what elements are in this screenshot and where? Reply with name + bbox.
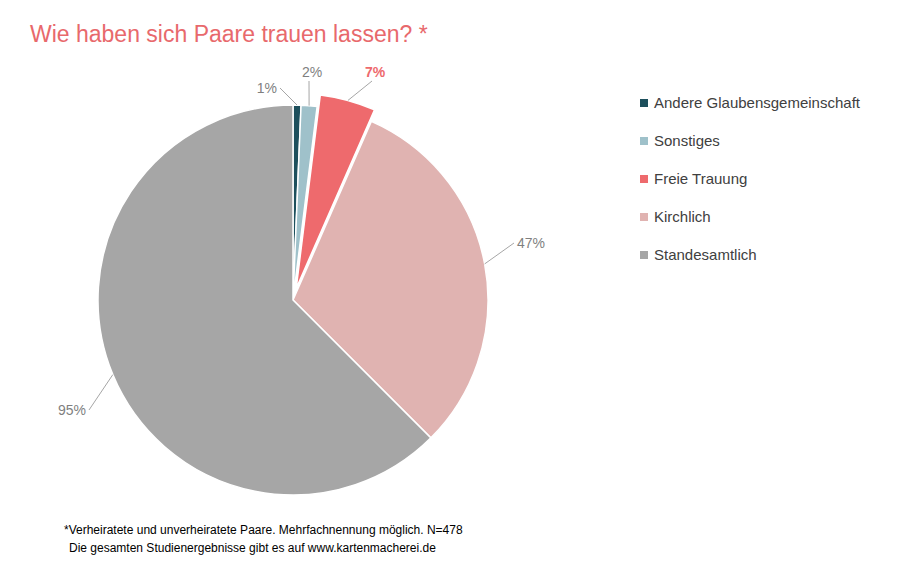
data-label: 95% bbox=[58, 402, 86, 418]
legend-item: Freie Trauung bbox=[640, 170, 747, 187]
footnote: Die gesamten Studienergebnisse gibt es a… bbox=[69, 541, 436, 555]
data-label: 1% bbox=[257, 80, 277, 96]
legend-swatch bbox=[640, 251, 648, 259]
chart: Wie haben sich Paare trauen lassen? * 1% 2… bbox=[0, 0, 911, 583]
legend-item: Sonstiges bbox=[640, 132, 720, 149]
legend-swatch bbox=[640, 213, 648, 221]
legend-swatch bbox=[640, 137, 648, 145]
legend-label: Sonstiges bbox=[654, 132, 720, 149]
pie: 1% 2% 7% 47% 95% bbox=[58, 64, 545, 495]
legend-swatch bbox=[640, 175, 648, 183]
leader-line bbox=[485, 243, 514, 264]
leader-line bbox=[280, 88, 297, 105]
legend: Andere Glaubensgemeinschaft Sonstiges Frei… bbox=[640, 94, 861, 263]
legend-label: Andere Glaubensgemeinschaft bbox=[654, 94, 861, 111]
legend-swatch bbox=[640, 99, 648, 107]
data-label: 7% bbox=[365, 64, 386, 80]
data-label: 2% bbox=[302, 64, 322, 80]
legend-item: Standesamtlich bbox=[640, 246, 757, 263]
pie-slice bbox=[98, 105, 431, 495]
leader-line bbox=[89, 375, 113, 410]
legend-item: Kirchlich bbox=[640, 208, 711, 225]
leader-line bbox=[309, 81, 310, 106]
legend-label: Freie Trauung bbox=[654, 170, 747, 187]
footnote: *Verheiratete und unverheiratete Paare. … bbox=[64, 523, 463, 537]
title: Wie haben sich Paare trauen lassen? * bbox=[30, 21, 428, 47]
legend-label: Standesamtlich bbox=[654, 246, 757, 263]
leader-line bbox=[348, 81, 372, 100]
data-label: 47% bbox=[517, 235, 545, 251]
legend-item: Andere Glaubensgemeinschaft bbox=[640, 94, 861, 111]
legend-label: Kirchlich bbox=[654, 208, 711, 225]
